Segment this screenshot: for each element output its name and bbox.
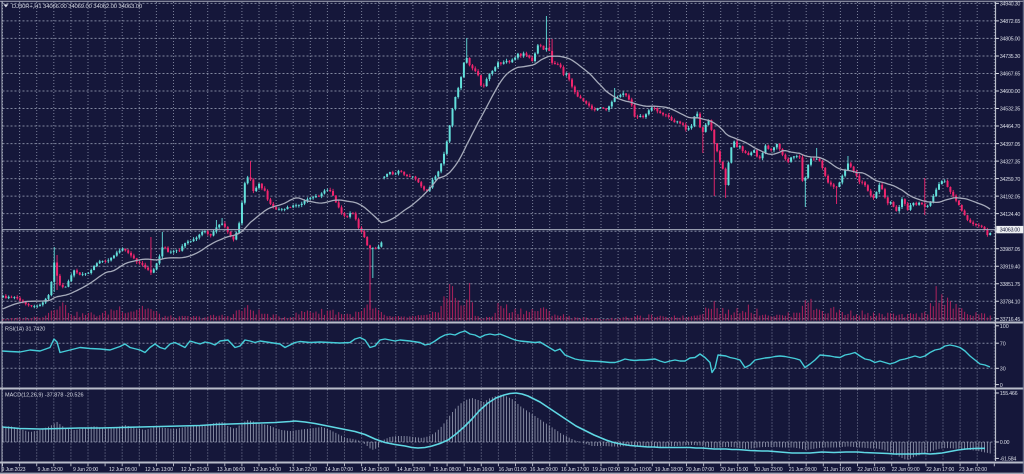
svg-text:13 Jun 14:00: 13 Jun 14:00 — [253, 467, 281, 473]
svg-text:-61.584: -61.584 — [1000, 457, 1017, 463]
svg-text:0: 0 — [1000, 383, 1003, 389]
svg-text:34940.30: 34940.30 — [1000, 2, 1021, 8]
svg-text:13 Jun 06:00: 13 Jun 06:00 — [217, 467, 245, 473]
svg-text:19 Jun 10:00: 19 Jun 10:00 — [624, 467, 652, 473]
svg-text:14 Jun 23:00: 14 Jun 23:00 — [397, 467, 425, 473]
svg-text:30: 30 — [1000, 367, 1006, 373]
svg-text:20 Jun 15:00: 20 Jun 15:00 — [720, 467, 748, 473]
svg-text:15 Jun 16:00: 15 Jun 16:00 — [466, 467, 494, 473]
svg-text:34192.05: 34192.05 — [1000, 194, 1021, 200]
svg-text:33784.10: 33784.10 — [1000, 299, 1021, 305]
svg-text:33716.45: 33716.45 — [1000, 317, 1021, 323]
svg-text:34124.40: 34124.40 — [1000, 212, 1021, 218]
svg-text:34667.65: 34667.65 — [1000, 72, 1021, 78]
svg-text:21 Jun 08:00: 21 Jun 08:00 — [789, 467, 817, 473]
svg-text:12 Jun 21:00: 12 Jun 21:00 — [181, 467, 209, 473]
svg-text:33987.05: 33987.05 — [1000, 247, 1021, 253]
svg-text:16 Jun 09:00: 16 Jun 09:00 — [530, 467, 558, 473]
svg-text:19 Jun 18:00: 19 Jun 18:00 — [655, 467, 683, 473]
svg-text:34327.35: 34327.35 — [1000, 159, 1021, 165]
svg-text:33851.75: 33851.75 — [1000, 282, 1021, 288]
svg-text:15 Jun 08:00: 15 Jun 08:00 — [433, 467, 461, 473]
svg-text:16 Jun 17:00: 16 Jun 17:00 — [561, 467, 589, 473]
svg-text:13 Jun 22:00: 13 Jun 22:00 — [289, 467, 317, 473]
svg-text:34464.70: 34464.70 — [1000, 124, 1021, 130]
svg-text:34532.35: 34532.35 — [1000, 107, 1021, 113]
svg-text:100: 100 — [1000, 324, 1009, 330]
svg-text:34600.00: 34600.00 — [1000, 89, 1021, 95]
svg-text:34397.05: 34397.05 — [1000, 142, 1021, 148]
svg-text:0.00: 0.00 — [1000, 440, 1010, 446]
svg-text:34735.30: 34735.30 — [1000, 54, 1021, 60]
svg-text:33919.40: 33919.40 — [1000, 264, 1021, 270]
svg-text:22 Jun 17:00: 22 Jun 17:00 — [926, 467, 954, 473]
svg-text:155.466: 155.466 — [1000, 391, 1018, 397]
svg-text:22 Jun 09:00: 22 Jun 09:00 — [892, 467, 920, 473]
svg-text:DJ30R+,H1 34066.00 34069.00 3: DJ30R+,H1 34066.00 34069.00 34062.00 340… — [12, 4, 143, 10]
svg-text:20 Jun 23:00: 20 Jun 23:00 — [755, 467, 783, 473]
svg-text:12 Jun 05:00: 12 Jun 05:00 — [109, 467, 137, 473]
svg-text:9 Jun 12:00: 9 Jun 12:00 — [38, 467, 63, 473]
svg-text:34872.65: 34872.65 — [1000, 19, 1021, 25]
svg-text:9 Jun 20:00: 9 Jun 20:00 — [73, 467, 98, 473]
svg-text:34259.70: 34259.70 — [1000, 177, 1021, 183]
svg-text:23 Jun 02:00: 23 Jun 02:00 — [959, 467, 987, 473]
svg-text:9 Jun 2023: 9 Jun 2023 — [2, 467, 26, 473]
svg-text:16 Jun 01:00: 16 Jun 01:00 — [499, 467, 527, 473]
svg-text:20 Jun 07:00: 20 Jun 07:00 — [686, 467, 714, 473]
svg-text:19 Jun 02:00: 19 Jun 02:00 — [592, 467, 620, 473]
svg-text:12 Jun 13:00: 12 Jun 13:00 — [145, 467, 173, 473]
svg-text:14 Jun 07:00: 14 Jun 07:00 — [325, 467, 353, 473]
svg-text:22 Jun 01:00: 22 Jun 01:00 — [857, 467, 885, 473]
svg-text:34063.00: 34063.00 — [1000, 228, 1021, 234]
svg-text:MACD(12,26,9) -37.878 -20.526: MACD(12,26,9) -37.878 -20.526 — [5, 393, 84, 399]
svg-text:21 Jun 16:00: 21 Jun 16:00 — [823, 467, 851, 473]
svg-text:34805.00: 34805.00 — [1000, 37, 1021, 43]
svg-text:70: 70 — [1000, 341, 1006, 347]
svg-text:14 Jun 15:00: 14 Jun 15:00 — [361, 467, 389, 473]
svg-text:RSI(14) 31.7420: RSI(14) 31.7420 — [5, 327, 45, 333]
